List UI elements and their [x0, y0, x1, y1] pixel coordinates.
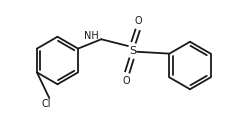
- Text: NH: NH: [84, 31, 98, 41]
- Text: O: O: [122, 76, 130, 86]
- Text: S: S: [129, 45, 136, 56]
- Text: Cl: Cl: [42, 99, 51, 109]
- Text: O: O: [135, 16, 142, 26]
